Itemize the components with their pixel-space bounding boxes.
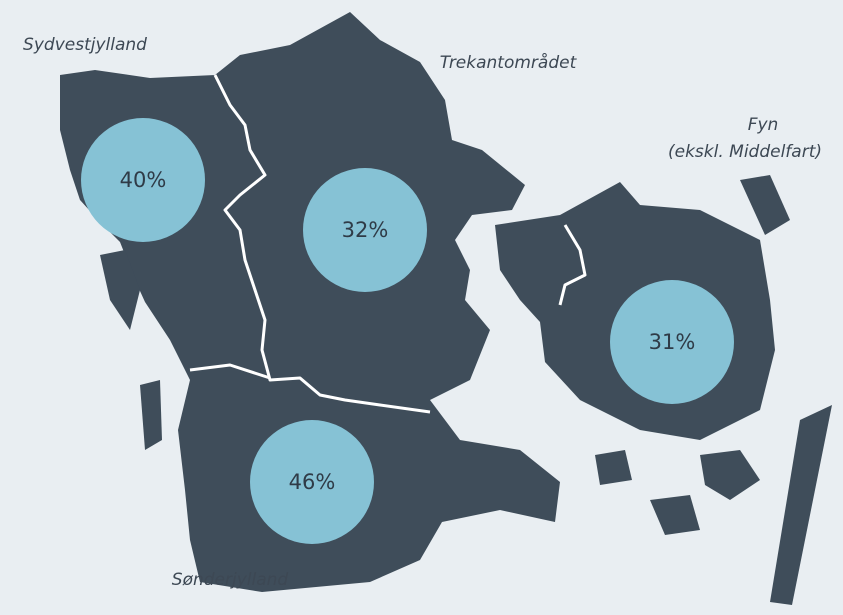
bubble [303, 168, 427, 292]
border [213, 74, 431, 414]
share-label: 31% [649, 330, 696, 354]
share-label: 46% [289, 470, 336, 494]
region-label: Trekantområdet [440, 52, 578, 73]
share-label: 40% [120, 168, 167, 192]
island [140, 380, 162, 450]
region-label: Sønderjylland [172, 570, 289, 590]
region-note: (ekskl. Middelfart) [668, 142, 822, 162]
island [650, 495, 700, 535]
langeland [770, 405, 832, 605]
region-label: Sydvestjylland [23, 35, 147, 55]
island [740, 175, 790, 235]
island [100, 250, 140, 330]
bubble [610, 280, 734, 404]
bubble [250, 420, 374, 544]
borders [189, 74, 587, 414]
island [700, 450, 760, 500]
border [558, 224, 587, 306]
share-label: 32% [342, 218, 389, 242]
bubble [81, 118, 205, 242]
region-label: Fyn [748, 115, 779, 135]
island [595, 450, 632, 485]
bubbles [81, 118, 734, 544]
border [189, 363, 271, 380]
